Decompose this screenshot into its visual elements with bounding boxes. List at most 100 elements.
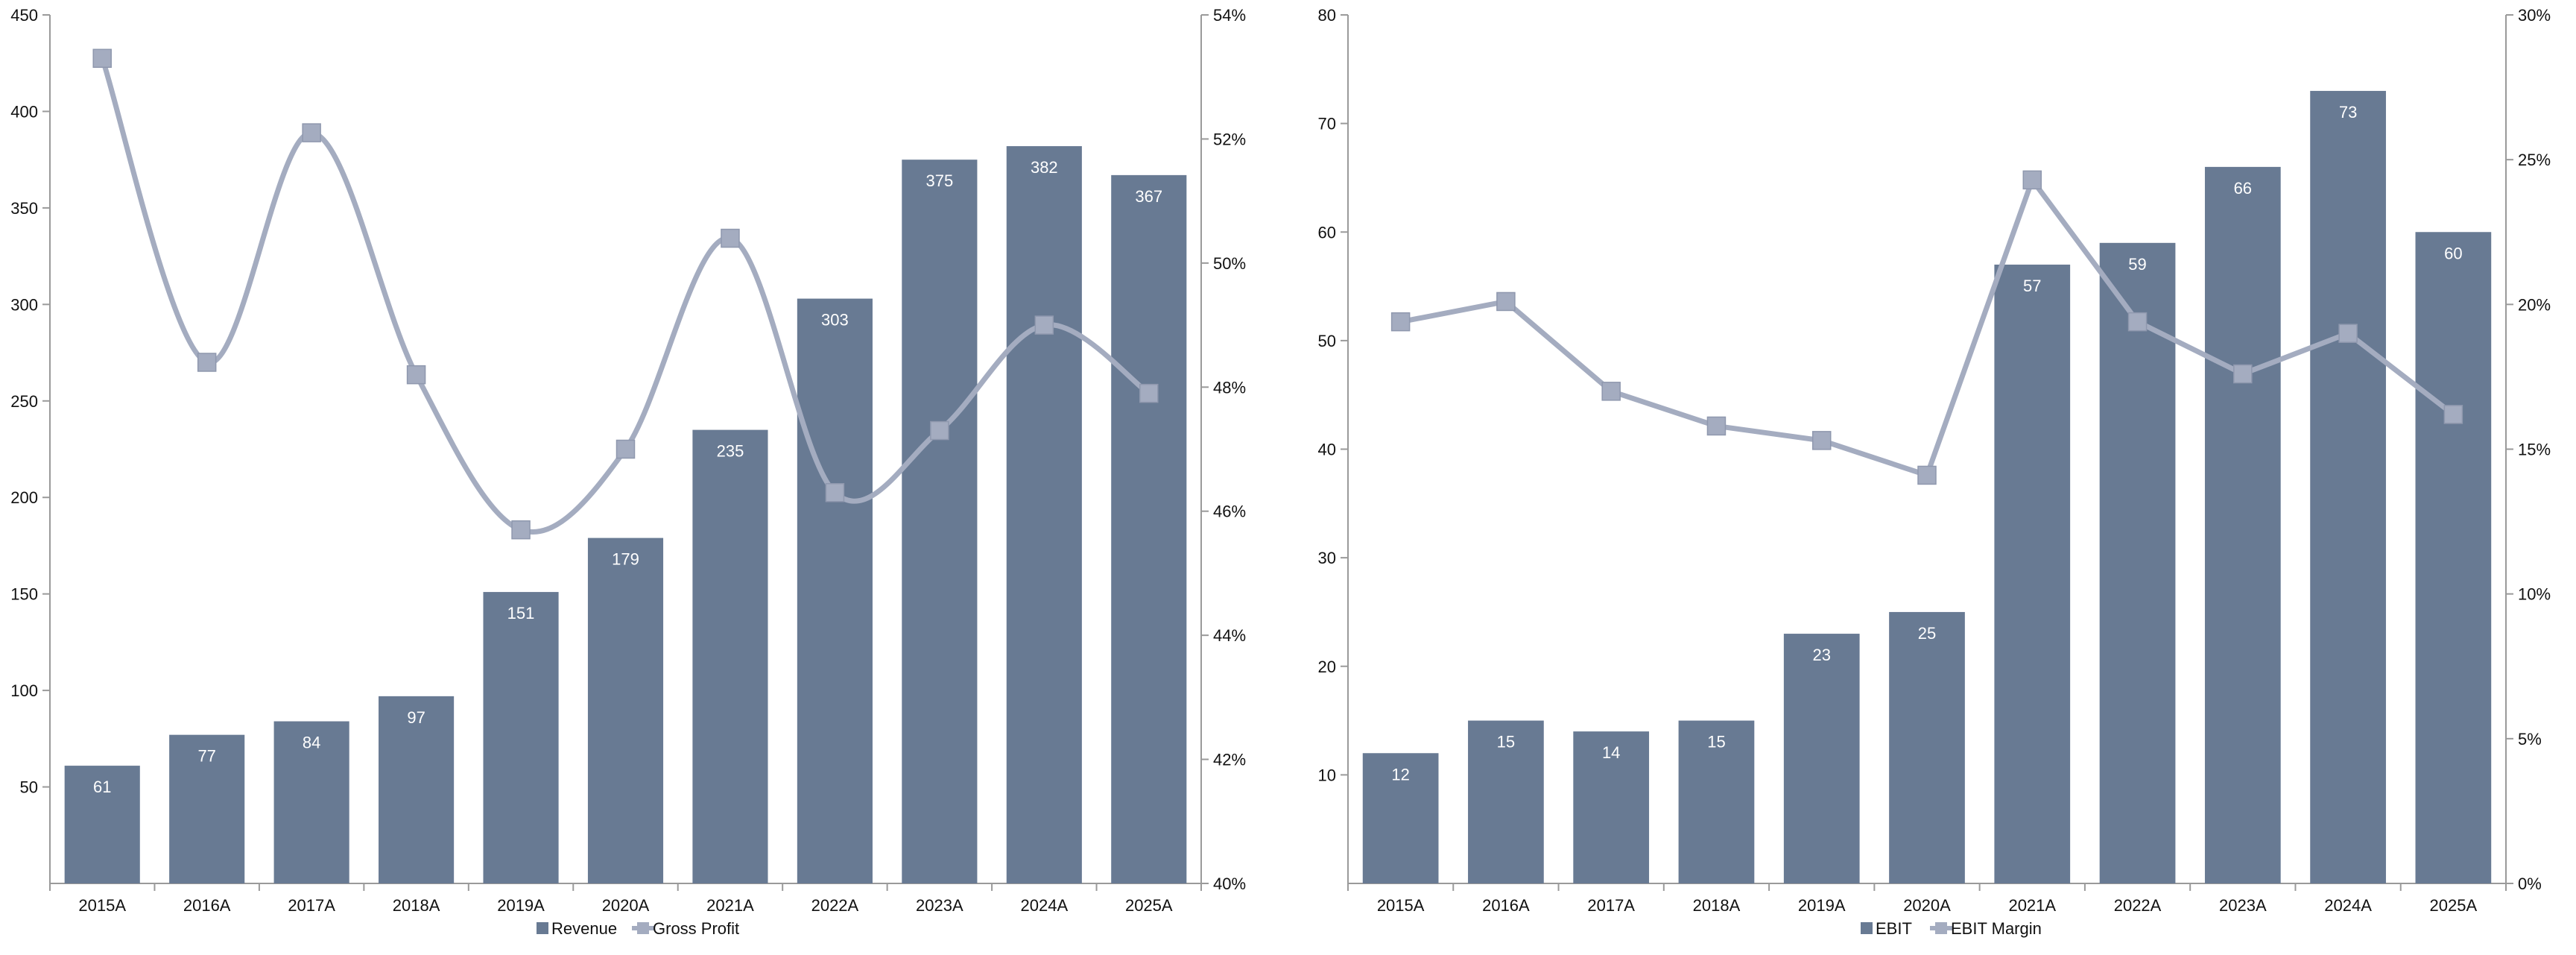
right-tick-label: 44% [1213,626,1246,645]
line-point-marker [721,228,740,248]
x-tick-label: 2025A [1125,896,1173,915]
x-tick-label: 2016A [183,896,231,915]
line-point-marker [302,123,321,142]
bar [273,721,349,883]
right-tick-label: 52% [1213,130,1246,148]
line-point-marker [1917,465,1937,485]
bar [1994,264,2071,883]
line-point-marker [1496,291,1516,312]
line-point-marker [92,48,112,68]
bar-data-label: 151 [507,604,535,623]
bar-data-label: 15 [1497,733,1515,751]
right-tick-label: 50% [1213,254,1246,273]
bar-data-label: 303 [821,311,849,330]
bar-data-label: 60 [2444,244,2462,262]
right-tick-label: 54% [1213,6,1246,25]
bar [1468,720,1544,883]
legend: EBIT EBIT Margin [1861,919,2042,938]
line-point-marker [1706,416,1727,436]
left-tick-label: 30 [1318,549,1336,567]
left-tick-label: 400 [10,102,38,121]
line-point-marker [1601,382,1621,401]
legend-swatch-marker [1935,922,1947,934]
right-tick-label: 5% [2518,730,2542,748]
right-tick-label: 30% [2518,6,2551,25]
line-point-marker [1811,431,1832,450]
bar [587,538,664,883]
bar-data-label: 84 [303,734,320,752]
line-point-marker [406,365,426,385]
left-tick-label: 60 [1318,223,1336,242]
left-tick-label: 150 [10,585,38,604]
bar-data-label: 77 [197,747,215,766]
line-series [1398,177,2456,478]
legend-label: Revenue [551,919,617,938]
legend-label: EBIT Margin [1951,919,2042,938]
bar [379,696,455,883]
right-tick-label: 20% [2518,295,2551,314]
x-tick-label: 2025A [2430,896,2478,915]
x-tick-label: 2015A [1377,896,1425,915]
bar [2415,232,2492,883]
left-tick-label: 350 [10,199,38,218]
line-point-marker [511,520,531,540]
x-tick-label: 2023A [2219,896,2267,915]
bar [2204,166,2281,883]
legend-label: EBIT [1876,919,1912,938]
line-point-marker [197,353,217,372]
left-tick-label: 300 [10,295,38,314]
bar-data-label: 59 [2128,255,2146,274]
legend-label: Gross Profit [653,919,739,938]
line-point-marker [2233,364,2253,384]
bar [902,160,978,883]
bar-data-label: 97 [407,708,425,727]
line-point-marker [2127,312,2148,332]
bar [483,592,559,883]
bar-data-label: 382 [1031,158,1058,177]
left-tick-label: 70 [1318,115,1336,133]
left-tick-label: 200 [10,488,38,507]
right-tick-label: 46% [1213,502,1246,521]
left-tick-label: 250 [10,392,38,411]
bar [797,298,873,884]
bar [1111,174,1187,883]
line-point-marker [2022,170,2042,190]
line-point-marker [1139,383,1159,403]
line-point-marker [1034,315,1054,335]
x-tick-label: 2015A [78,896,126,915]
line-point-marker [1390,312,1411,332]
left-tick-label: 450 [10,6,38,25]
x-tick-label: 2022A [811,896,859,915]
x-tick-label: 2019A [497,896,545,915]
bar-data-label: 367 [1135,187,1162,206]
x-tick-label: 2017A [1587,896,1635,915]
right-tick-label: 40% [1213,874,1246,893]
line-point-marker [2443,405,2463,424]
bar [2099,242,2176,883]
bar [2310,90,2386,883]
x-tick-label: 2024A [2324,896,2372,915]
bar-data-label: 23 [1812,646,1830,664]
right-tick-label: 48% [1213,378,1246,397]
legend-swatch-bar [1861,922,1873,934]
bar [1678,720,1755,883]
bar-data-label: 61 [93,778,111,796]
left-tick-label: 20 [1318,658,1336,676]
x-tick-label: 2018A [1693,896,1741,915]
x-tick-label: 2017A [288,896,335,915]
line-point-marker [930,420,949,441]
bar-data-label: 25 [1918,624,1936,643]
bar [1006,146,1082,884]
bar-data-label: 66 [2234,179,2252,198]
line-point-marker [825,483,845,502]
bar [169,734,245,883]
x-tick-label: 2019A [1798,896,1846,915]
left-tick-label: 50 [20,778,38,797]
x-tick-label: 2023A [916,896,963,915]
bar-data-label: 12 [1391,765,1409,784]
line-point-marker [615,439,636,459]
line-point-marker [2338,324,2358,343]
right-tick-label: 25% [2518,151,2551,169]
x-tick-label: 2018A [393,896,440,915]
